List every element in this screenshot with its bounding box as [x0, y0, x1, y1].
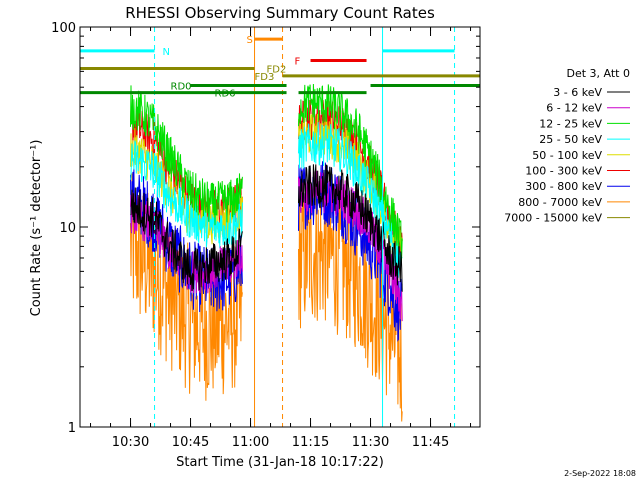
state-label-rd6: RD6	[215, 89, 236, 100]
legend-label: 800 - 7000 keV	[518, 196, 602, 209]
date-stamp: 2-Sep-2022 18:08	[564, 469, 636, 478]
series-25-50-kev-segment-1	[298, 122, 403, 278]
series-800-7000-kev-segment-0	[130, 173, 243, 401]
x-tick-label: 11:00	[232, 435, 269, 450]
legend-label: 3 - 6 keV	[553, 86, 602, 99]
state-label-s: S	[247, 35, 253, 46]
legend-title: Det 3, Att 0	[567, 67, 631, 80]
series-3-6-kev-segment-0	[130, 187, 243, 292]
legend-label: 300 - 800 keV	[525, 180, 602, 193]
y-tick-label: 1	[68, 421, 76, 436]
x-tick-label: 10:45	[172, 435, 209, 450]
legend: 3 - 6 keV 6 - 12 keV 12 - 25 keV 25 - 50 ke…	[504, 86, 630, 225]
legend-label: 25 - 50 keV	[539, 133, 602, 146]
series-12-25-kev-segment-0	[130, 85, 243, 226]
y-tick-label: 100	[51, 21, 76, 36]
x-tick-label: 11:15	[292, 435, 329, 450]
legend-label: 50 - 100 keV	[532, 149, 602, 162]
y-tick-label: 10	[59, 221, 76, 236]
legend-label: 7000 - 15000 keV	[504, 212, 602, 225]
state-label-fd2: FD2	[267, 65, 287, 76]
x-tick-label: 10:30	[112, 435, 149, 450]
state-label-rd0: RD0	[171, 81, 192, 92]
x-axis-label: Start Time (31-Jan-18 10:17:22)	[176, 455, 384, 470]
state-label-f: F	[295, 56, 301, 67]
data-layer	[130, 83, 403, 422]
legend-label: 12 - 25 keV	[539, 117, 602, 130]
series-25-50-kev-segment-0	[130, 140, 243, 249]
state-label-fd3: FD3	[255, 72, 275, 83]
legend-label: 100 - 300 keV	[525, 165, 602, 178]
x-tick-label: 11:30	[352, 435, 389, 450]
chart-title: RHESSI Observing Summary Count Rates	[125, 4, 435, 22]
series-3-6-kev-segment-1	[298, 164, 403, 292]
x-tick-label: 11:45	[412, 435, 449, 450]
y-axis-label: Count Rate (s⁻¹ detector⁻¹)	[29, 140, 44, 317]
series-12-25-kev-segment-1	[298, 83, 403, 265]
state-label-n: N	[163, 47, 170, 58]
legend-label: 6 - 12 keV	[546, 102, 602, 115]
